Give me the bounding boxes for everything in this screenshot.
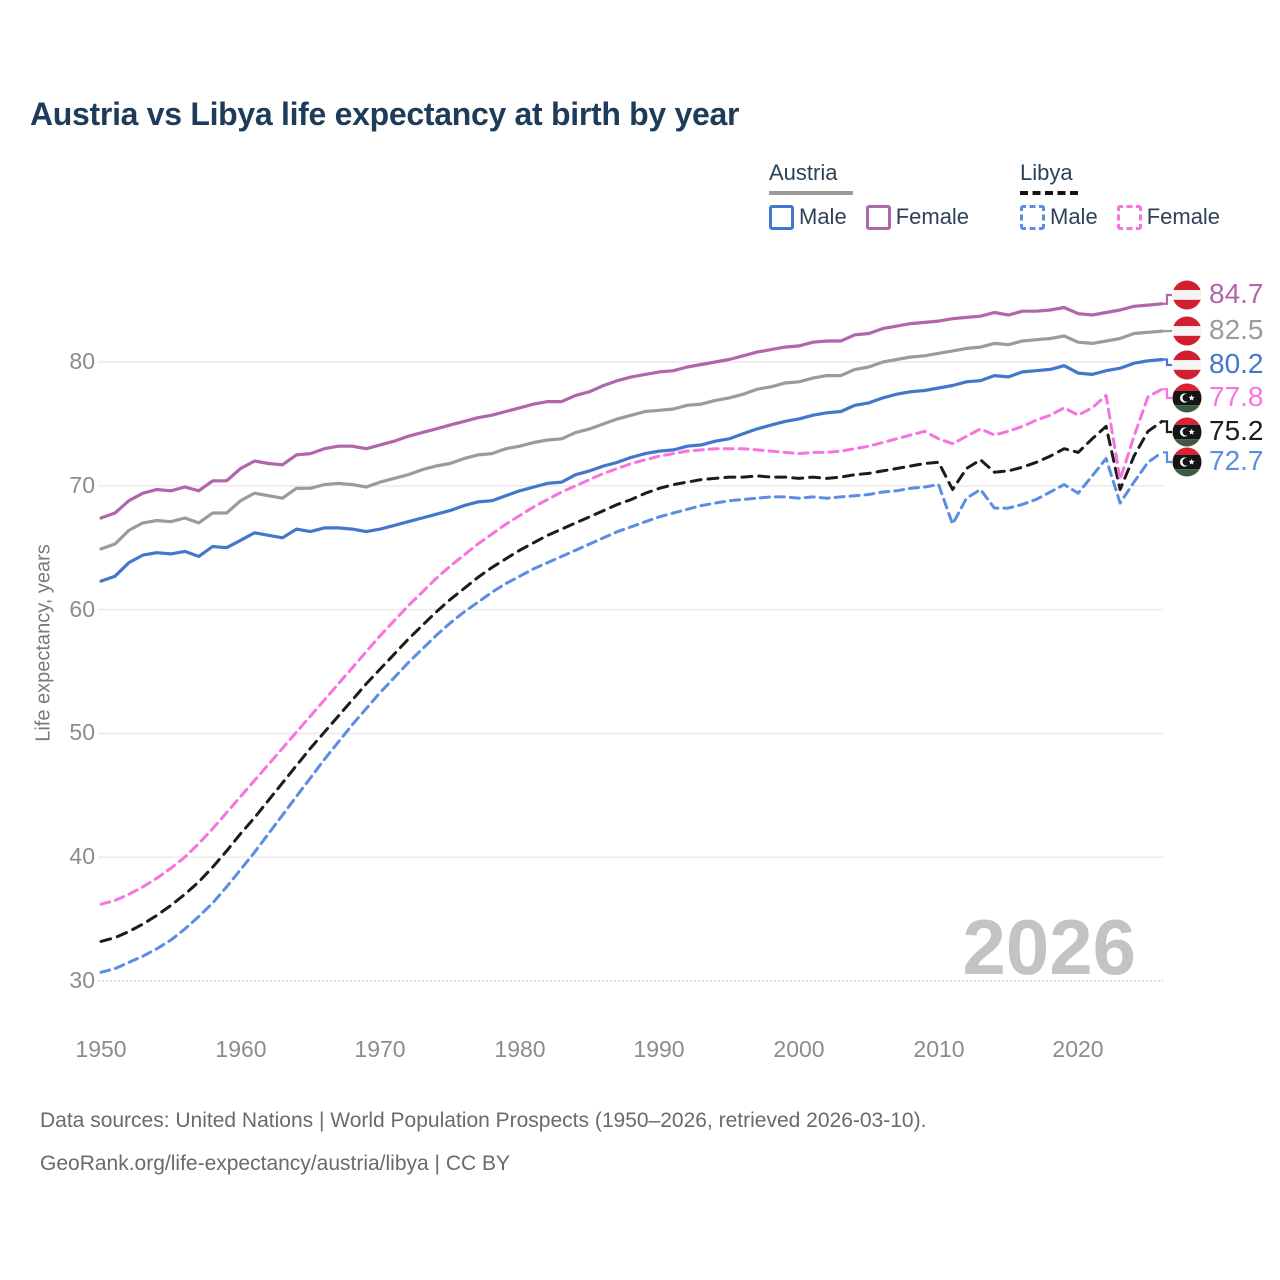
y-tick-80: 80: [69, 348, 95, 374]
watermark-year: 2026: [962, 903, 1136, 991]
x-tick-1970: 1970: [354, 1036, 406, 1062]
legend-swatch-austria-female[interactable]: [865, 204, 891, 230]
footer-url-line: GeoRank.org/life-expectancy/austria/liby…: [40, 1152, 510, 1175]
libya-flag-icon: [1172, 383, 1202, 413]
legend-swatch-libya-female[interactable]: [1116, 204, 1142, 230]
legend-title-austria: Austria: [769, 160, 838, 185]
austria-flag-icon: [1172, 350, 1202, 380]
x-tick-1960: 1960: [215, 1036, 267, 1062]
footer: Data sources: United Nations | World Pop…: [40, 1099, 926, 1185]
line-libya-total: [99, 419, 1164, 943]
leader-libya-total: [1163, 420, 1172, 434]
x-tick-1950: 1950: [75, 1036, 127, 1062]
legend-label-austria-female[interactable]: Female: [895, 204, 970, 229]
libya-flag-icon: [1172, 417, 1202, 447]
leader-austria-male: [1163, 358, 1172, 367]
libya-flag-icon: [1172, 447, 1202, 477]
end-value-libya-female: 77.8: [1209, 381, 1264, 412]
y-tick-40: 40: [69, 843, 95, 869]
leader-austria-female: [1163, 293, 1172, 305]
y-tick-50: 50: [69, 719, 95, 745]
libya-dashed-line-swatch: [1020, 191, 1078, 195]
y-tick-30: 30: [69, 967, 95, 993]
line-austria-male: [99, 357, 1164, 583]
line-austria-total: [99, 329, 1164, 551]
line-libya-female: [99, 387, 1164, 906]
y-tick-60: 60: [69, 596, 95, 622]
austria-flag-icon: [1172, 316, 1202, 346]
leader-libya-male: [1163, 451, 1172, 464]
end-value-libya-male: 72.7: [1209, 445, 1264, 476]
x-tick-2000: 2000: [773, 1036, 825, 1062]
end-value-austria-total: 82.5: [1209, 314, 1264, 345]
footer-source-line: Data sources: United Nations | World Pop…: [40, 1109, 927, 1132]
x-tick-1990: 1990: [633, 1036, 685, 1062]
legend-swatch-libya-male[interactable]: [1020, 204, 1045, 230]
y-tick-70: 70: [69, 472, 95, 498]
x-tick-2010: 2010: [913, 1036, 965, 1062]
x-tick-2020: 2020: [1052, 1036, 1104, 1062]
end-value-libya-total: 75.2: [1209, 415, 1264, 446]
legend-label-libya-female[interactable]: Female: [1146, 204, 1221, 229]
legend-swatch-austria-male[interactable]: [769, 204, 794, 230]
legend-group-libya: Libya Male Female: [1020, 160, 1220, 230]
page-title: Austria vs Libya life expectancy at birt…: [30, 96, 740, 132]
legend-group-austria: Austria Male Female: [769, 160, 969, 230]
legend-label-austria-male[interactable]: Male: [799, 204, 847, 229]
austria-flag-icon: [1172, 280, 1202, 310]
austria-solid-line-swatch: [769, 191, 853, 195]
line-austria-female: [99, 302, 1164, 520]
end-value-austria-female: 84.7: [1209, 278, 1264, 309]
leader-libya-female: [1163, 388, 1172, 400]
legend-title-libya: Libya: [1020, 160, 1073, 185]
line-libya-male: [99, 450, 1164, 974]
end-value-austria-male: 80.2: [1209, 348, 1264, 379]
legend-label-libya-male[interactable]: Male: [1050, 204, 1098, 229]
x-tick-1980: 1980: [494, 1036, 546, 1062]
